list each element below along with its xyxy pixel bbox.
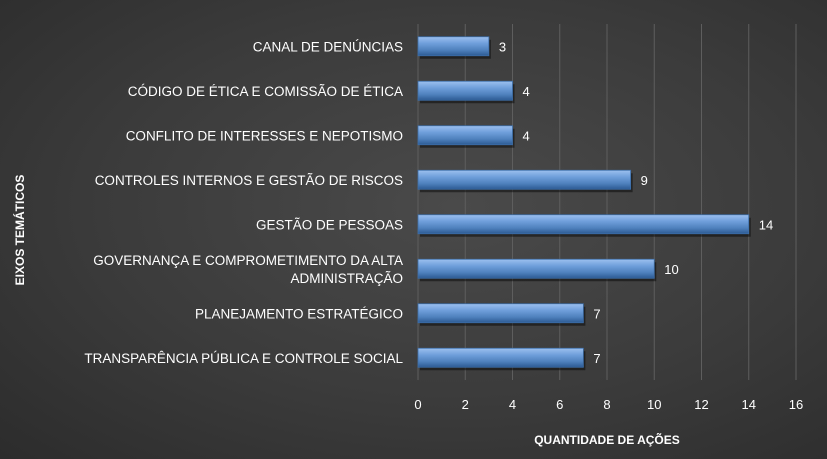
- x-tick-label: 2: [462, 397, 469, 412]
- x-tick-label: 10: [647, 397, 661, 412]
- data-label: 3: [499, 39, 506, 54]
- bar: [417, 36, 490, 57]
- category-label: CONFLITO DE INTERESSES E NEPOTISMO: [126, 128, 403, 143]
- bar: [417, 347, 584, 368]
- category-label: PLANEJAMENTO ESTRATÉGICO: [195, 306, 403, 321]
- data-label: 4: [523, 84, 530, 99]
- category-label: GESTÃO DE PESSOAS: [256, 217, 403, 232]
- bars: [417, 36, 751, 371]
- category-labels: 3 CANAL DE DENÚNCIAS 4 CÓDIGO DE ÉTICA E CO…: [84, 39, 773, 366]
- category-label: CONTROLES INTERNOS E GESTÃO DE RISCOS: [95, 173, 403, 188]
- bar: [417, 303, 584, 324]
- x-tick-label: 14: [742, 397, 756, 412]
- x-tick-labels: 0 2 4 6 8 10 12 14 16: [414, 397, 803, 412]
- x-axis-title: QUANTIDADE DE AÇÕES: [534, 432, 680, 447]
- x-tick-label: 16: [789, 397, 803, 412]
- category-label: CANAL DE DENÚNCIAS: [253, 39, 403, 54]
- x-tick-label: 6: [556, 397, 563, 412]
- category-label: GOVERNANÇA E COMPROMETIMENTO DA ALTA: [93, 253, 403, 268]
- data-label: 7: [593, 351, 600, 366]
- data-label: 7: [593, 306, 600, 321]
- data-label: 10: [664, 262, 678, 277]
- bar: [417, 125, 513, 146]
- gridlines: [417, 24, 797, 380]
- data-label: 4: [523, 128, 530, 143]
- category-label: TRANSPARÊNCIA PÚBLICA E CONTROLE SOCIAL: [84, 351, 403, 366]
- bar: [417, 214, 750, 235]
- category-label: CÓDIGO DE ÉTICA E COMISSÃO DE ÉTICA: [128, 84, 403, 99]
- x-tick-label: 8: [603, 397, 610, 412]
- data-label: 9: [641, 173, 648, 188]
- bar: [417, 80, 513, 101]
- x-tick-label: 0: [414, 397, 421, 412]
- data-label: 14: [759, 217, 773, 232]
- bar: [417, 258, 655, 279]
- category-label: ADMINISTRAÇÃO: [290, 271, 403, 286]
- x-tick-label: 12: [694, 397, 708, 412]
- bar: [417, 169, 632, 190]
- y-axis-title: EIXOS TEMÁTICOS: [12, 175, 27, 286]
- x-tick-label: 4: [509, 397, 516, 412]
